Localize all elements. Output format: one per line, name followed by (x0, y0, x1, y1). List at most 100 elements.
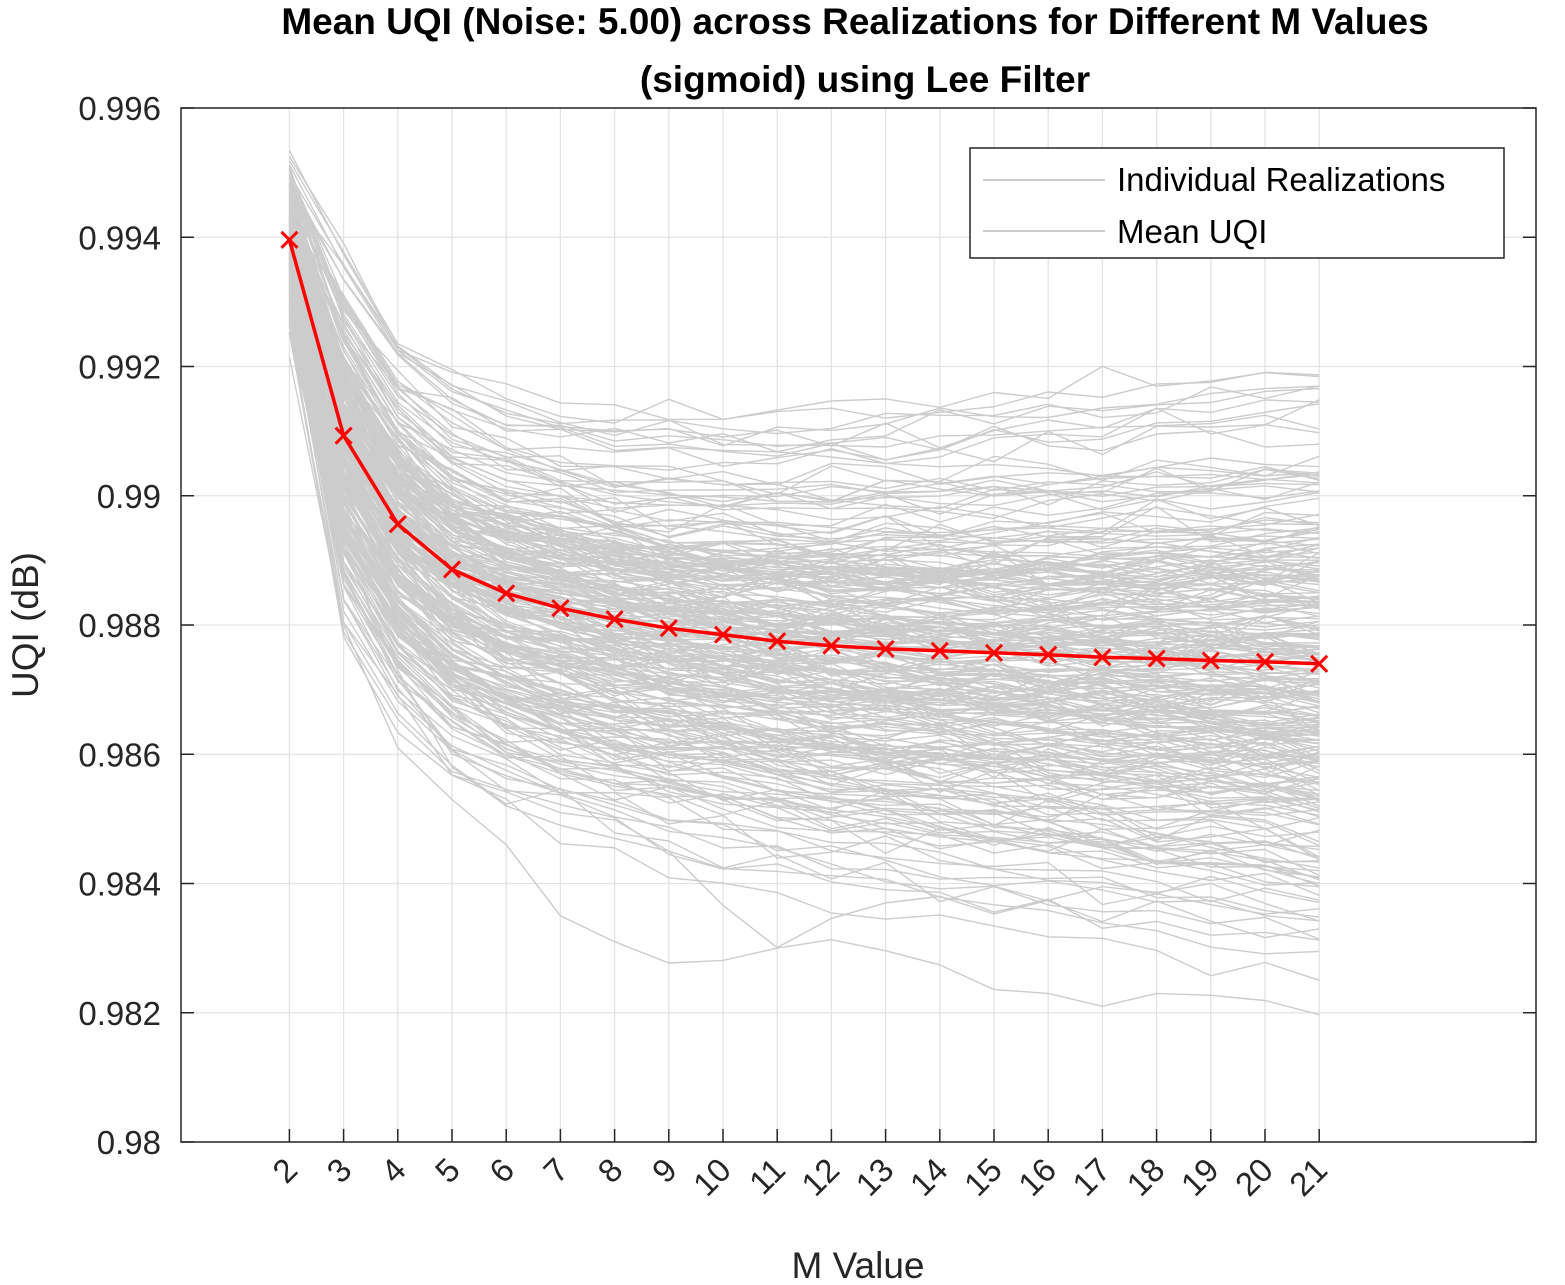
realization-line (288, 304, 1320, 922)
realization-line (288, 167, 1320, 493)
realization-line (288, 233, 1320, 640)
realization-line (288, 222, 1320, 533)
mean-uqi-point (551, 599, 570, 618)
realization-line (288, 218, 1320, 508)
realization-line (288, 240, 1320, 650)
realization-line (288, 237, 1320, 661)
realization-line (288, 296, 1320, 791)
realization-line (288, 231, 1320, 581)
realization-line (288, 264, 1320, 768)
realization-line (288, 194, 1320, 605)
realization-line (288, 219, 1320, 608)
legend-label-realizations: Individual Realizations (1117, 161, 1445, 198)
mean-uqi-point (930, 641, 949, 660)
legend-box (969, 147, 1505, 259)
realization-line (288, 255, 1320, 714)
realization-line (288, 219, 1320, 566)
realization-line (288, 324, 1320, 877)
mean-uqi-point (984, 643, 1004, 662)
mean-uqi-line (287, 239, 1320, 666)
mean-uqi-point (822, 636, 841, 655)
realization-line (288, 208, 1320, 612)
realization-line (288, 216, 1320, 520)
realization-line (288, 252, 1320, 786)
realization-line (288, 250, 1320, 597)
x-tick-label: 18 (1119, 1151, 1171, 1203)
realization-line (288, 253, 1320, 707)
x-tick-label: 6 (482, 1151, 521, 1190)
mean-uqi-point (442, 560, 462, 579)
realization-line (288, 283, 1320, 861)
realization-line (288, 266, 1320, 864)
x-tick-label: 10 (686, 1151, 738, 1203)
mean-uqi-point (280, 230, 299, 249)
chart-title-line-1: Mean UQI (Noise: 5.00) across Realizatio… (281, 1, 1428, 42)
realization-line (288, 233, 1320, 583)
mean-uqi-point (497, 584, 516, 603)
x-tick-label: 12 (794, 1151, 846, 1203)
mean-uqi-point (1255, 652, 1275, 671)
realization-line (288, 224, 1320, 671)
y-tick-label: 0.996 (78, 90, 161, 127)
realization-line (288, 310, 1320, 858)
x-tick-label: 9 (645, 1151, 684, 1190)
realization-line (288, 218, 1320, 553)
realization-line (288, 217, 1320, 649)
y-tick-label: 0.994 (78, 219, 161, 256)
x-axis-label: M Value (792, 1245, 925, 1285)
x-tick-labels: 2 3 4 5 6 7 8 9 10 11 12 13 14 15 16 17 18 19 20 21 (265, 1151, 1334, 1203)
y-tick-labels: 0.98 0.982 0.984 0.986 0.988 0.99 0.992 0.994 0.… (78, 90, 161, 1161)
realization-line (288, 218, 1320, 515)
realization-line (288, 308, 1320, 939)
legend: Individual Realizations Mean UQI (969, 147, 1505, 259)
mean-uqi-point (334, 426, 353, 445)
y-tick-label: 0.986 (78, 736, 161, 773)
realization-line (288, 255, 1320, 729)
realization-line (288, 298, 1320, 811)
y-tick-label: 0.98 (97, 1124, 161, 1161)
x-tick-label: 2 (265, 1151, 304, 1190)
realization-line (288, 234, 1320, 564)
realization-line (288, 160, 1320, 424)
realization-line (288, 265, 1320, 739)
realization-line (288, 286, 1320, 792)
realization-line (288, 169, 1320, 496)
x-tick-label: 19 (1174, 1151, 1226, 1203)
mean-uqi-point (605, 610, 624, 629)
realization-line (288, 319, 1320, 818)
realization-line (288, 274, 1320, 646)
realization-line (288, 177, 1320, 506)
x-tick-label: 21 (1282, 1151, 1334, 1203)
realization-line (288, 264, 1320, 762)
realization-line (288, 220, 1320, 587)
realization-line (288, 214, 1320, 540)
mean-uqi-point (1201, 651, 1220, 670)
realization-line (288, 230, 1320, 632)
realization-line (288, 286, 1320, 896)
x-tick-label: 11 (742, 1151, 792, 1201)
realization-line (288, 241, 1320, 586)
realization-line (288, 325, 1320, 831)
mean-uqi-series (280, 230, 1329, 673)
realization-line (288, 217, 1320, 642)
realization-line (288, 263, 1320, 732)
mean-uqi-point (713, 625, 733, 644)
mean-uqi-point (659, 619, 678, 638)
y-tick-label: 0.982 (78, 995, 161, 1032)
x-tick-label: 14 (903, 1151, 955, 1203)
realization-line (288, 255, 1320, 716)
realization-line (288, 178, 1320, 449)
realization-line (288, 262, 1320, 848)
y-tick-label: 0.988 (78, 607, 161, 644)
y-tick-label: 0.99 (97, 478, 161, 515)
realization-line (288, 258, 1320, 800)
legend-label-mean: Mean UQI (1117, 213, 1267, 250)
x-tick-label: 16 (1011, 1151, 1063, 1203)
realization-line (288, 243, 1320, 578)
mean-uqi-point (768, 632, 787, 651)
realization-line (288, 297, 1320, 714)
chart-title-line-2: (sigmoid) using Lee Filter (640, 59, 1090, 100)
realization-line (288, 212, 1320, 722)
realization-line (288, 178, 1320, 546)
realization-line (288, 221, 1320, 558)
